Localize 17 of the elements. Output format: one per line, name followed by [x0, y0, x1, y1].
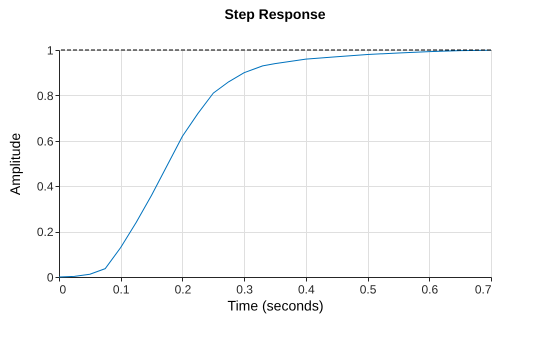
x-tick-label: 0.6	[421, 282, 438, 296]
chart-title: Step Response	[224, 6, 326, 22]
x-tick-label: 0.1	[112, 282, 130, 296]
x-tick-label: 0	[60, 282, 66, 296]
y-axis-title: Amplitude	[6, 132, 23, 196]
x-tick-label: 0.7	[474, 282, 492, 296]
x-tick-label: 0.4	[298, 282, 316, 296]
y-tick-label: 0.6	[36, 134, 54, 148]
y-tick-label: 0	[46, 270, 54, 284]
y-tick-label: 0.8	[36, 88, 54, 103]
x-tick-label: 0.3	[236, 282, 254, 296]
x-axis-title: Time (seconds)	[228, 298, 324, 314]
x-tick-label: 0.5	[360, 282, 377, 296]
y-tick-label: 1	[46, 44, 54, 58]
y-tick-label: 0.2	[36, 225, 54, 240]
y-tick-label: 0.4	[36, 180, 54, 194]
x-tick-label: 0.2	[174, 282, 192, 296]
